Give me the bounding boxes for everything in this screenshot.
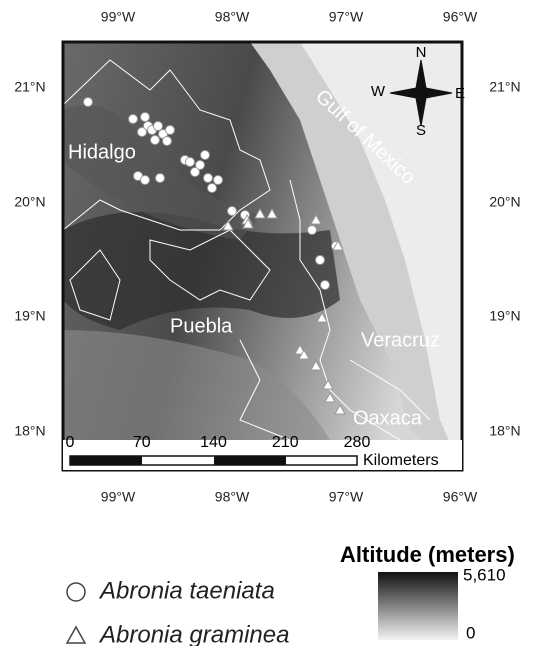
lat-label: 18°N bbox=[489, 423, 520, 439]
site-circle bbox=[156, 174, 165, 183]
region-label: Puebla bbox=[170, 315, 233, 337]
site-circle bbox=[84, 98, 93, 107]
scale-tick: 70 bbox=[133, 434, 151, 451]
legend-circle bbox=[67, 583, 85, 601]
lon-label: 99°W bbox=[101, 489, 136, 505]
site-circle bbox=[151, 136, 160, 145]
lat-label: 20°N bbox=[489, 194, 520, 210]
site-circle bbox=[191, 168, 200, 177]
colorbar-title: Altitude (meters) bbox=[340, 542, 515, 567]
lat-label: 18°N bbox=[14, 423, 45, 439]
lat-label: 20°N bbox=[14, 194, 45, 210]
site-circle bbox=[163, 137, 172, 146]
site-circle bbox=[214, 176, 223, 185]
lon-label: 97°W bbox=[329, 489, 364, 505]
region-label: Oaxaca bbox=[353, 407, 423, 429]
site-circle bbox=[201, 151, 210, 160]
site-circle bbox=[141, 113, 150, 122]
lon-label: 97°W bbox=[329, 9, 364, 25]
page: 99°W 99°W 98°W 98°W 97°W 97°W 96°W 96°W 21°N 21°N… bbox=[0, 0, 553, 646]
site-circle bbox=[129, 115, 138, 124]
site-circle bbox=[138, 128, 147, 137]
site-circle bbox=[208, 184, 217, 193]
lat-label: 19°N bbox=[14, 308, 45, 324]
lat-label: 19°N bbox=[489, 308, 520, 324]
map-area bbox=[63, 42, 462, 470]
region-label: Veracruz bbox=[361, 329, 440, 351]
lat-label: 21°N bbox=[489, 79, 520, 95]
colorbar bbox=[378, 572, 458, 640]
compass-letter: E bbox=[455, 85, 465, 102]
compass-letter: S bbox=[416, 122, 426, 139]
compass-letter: W bbox=[371, 83, 386, 100]
legend-item: Abronia taeniata bbox=[98, 577, 275, 604]
site-circle bbox=[154, 122, 163, 131]
scale-tick: 210 bbox=[272, 434, 299, 451]
compass-letter: N bbox=[416, 44, 427, 61]
lon-label: 99°W bbox=[101, 9, 136, 25]
region-label: Hidalgo bbox=[68, 141, 136, 163]
lon-label: 96°W bbox=[443, 9, 478, 25]
site-circle bbox=[316, 256, 325, 265]
scale-tick: 140 bbox=[200, 434, 227, 451]
site-circle bbox=[228, 207, 237, 216]
site-circle bbox=[321, 281, 330, 290]
lon-label: 96°W bbox=[443, 489, 478, 505]
scale-tick: 0 bbox=[66, 434, 75, 451]
site-circle bbox=[141, 176, 150, 185]
site-circle bbox=[186, 158, 195, 167]
site-circle bbox=[204, 174, 213, 183]
lat-label: 21°N bbox=[14, 79, 45, 95]
colorbar-label: 0 bbox=[466, 623, 475, 642]
site-circle bbox=[308, 226, 317, 235]
colorbar-label: 5,610 bbox=[463, 565, 506, 584]
scale-unit: Kilometers bbox=[363, 452, 439, 469]
scale-tick: 280 bbox=[344, 434, 371, 451]
lon-label: 98°W bbox=[215, 9, 250, 25]
legend-triangle bbox=[67, 627, 85, 643]
legend-item: Abronia graminea bbox=[98, 621, 289, 646]
site-circle bbox=[166, 126, 175, 135]
lon-label: 98°W bbox=[215, 489, 250, 505]
